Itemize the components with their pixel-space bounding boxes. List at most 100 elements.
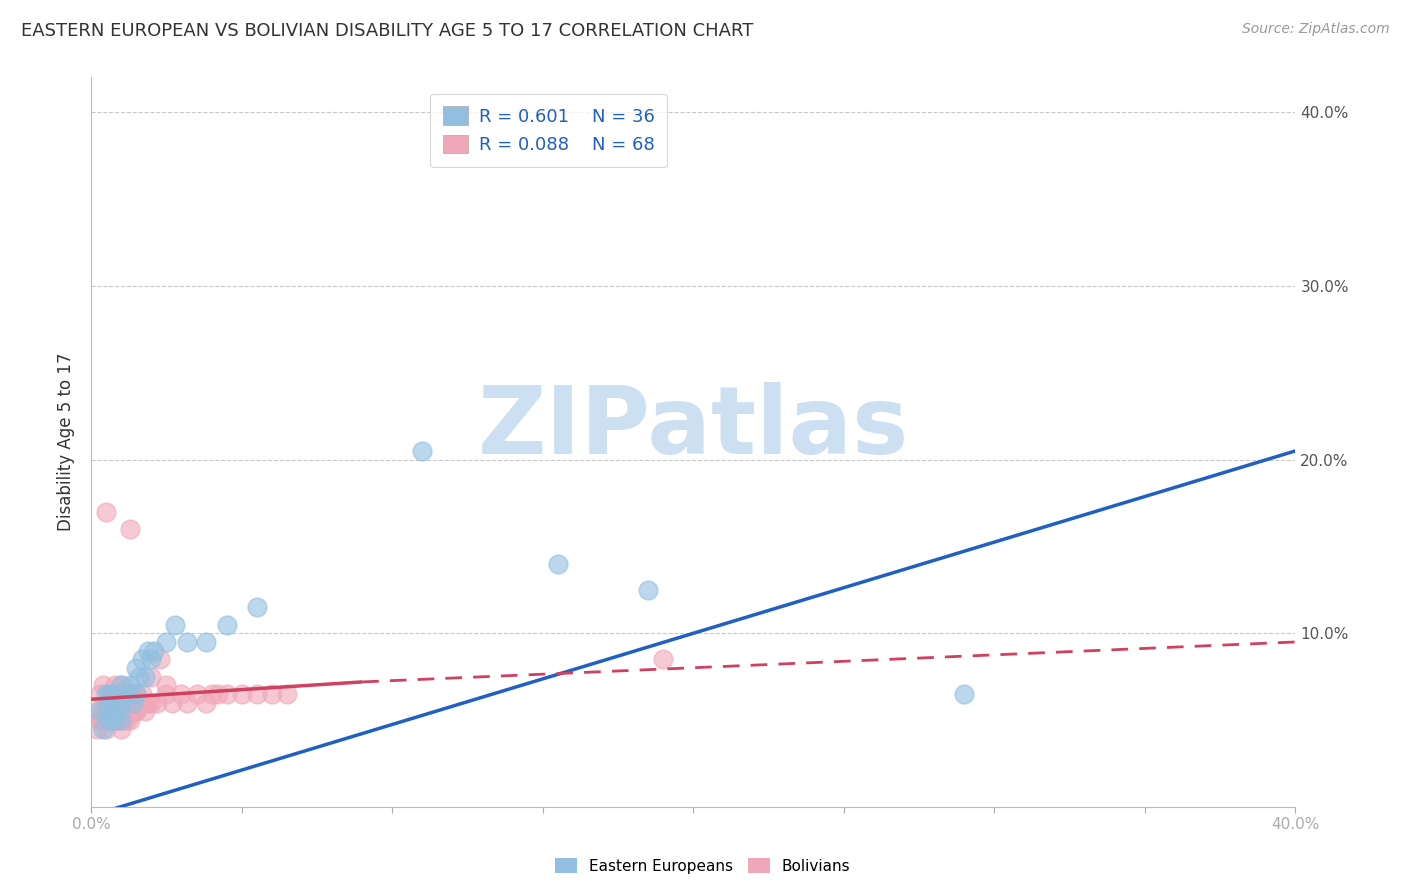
Point bbox=[122, 696, 145, 710]
Point bbox=[91, 722, 114, 736]
Point bbox=[110, 713, 132, 727]
Point bbox=[98, 687, 121, 701]
Point bbox=[101, 705, 124, 719]
Point bbox=[120, 687, 142, 701]
Point bbox=[131, 687, 153, 701]
Point bbox=[117, 687, 139, 701]
Y-axis label: Disability Age 5 to 17: Disability Age 5 to 17 bbox=[58, 353, 75, 532]
Point bbox=[107, 713, 129, 727]
Point bbox=[98, 687, 121, 701]
Point bbox=[138, 696, 160, 710]
Point bbox=[89, 705, 111, 719]
Point bbox=[652, 652, 675, 666]
Point bbox=[89, 713, 111, 727]
Point bbox=[125, 705, 148, 719]
Point bbox=[122, 705, 145, 719]
Point bbox=[125, 687, 148, 701]
Point bbox=[110, 696, 132, 710]
Point bbox=[86, 722, 108, 736]
Point bbox=[101, 687, 124, 701]
Point bbox=[110, 678, 132, 692]
Point bbox=[215, 687, 238, 701]
Point bbox=[411, 443, 433, 458]
Point bbox=[112, 687, 135, 701]
Point bbox=[101, 687, 124, 701]
Point bbox=[138, 643, 160, 657]
Point bbox=[120, 705, 142, 719]
Point bbox=[125, 705, 148, 719]
Point bbox=[96, 722, 118, 736]
Point bbox=[246, 600, 269, 615]
Point bbox=[112, 705, 135, 719]
Point bbox=[215, 617, 238, 632]
Point bbox=[96, 713, 118, 727]
Point bbox=[128, 670, 150, 684]
Point bbox=[165, 617, 187, 632]
Point bbox=[98, 713, 121, 727]
Point bbox=[246, 687, 269, 701]
Point bbox=[104, 713, 127, 727]
Point bbox=[104, 713, 127, 727]
Point bbox=[547, 557, 569, 571]
Point bbox=[186, 687, 208, 701]
Point bbox=[91, 705, 114, 719]
Point bbox=[134, 696, 156, 710]
Point bbox=[194, 635, 217, 649]
Point bbox=[110, 678, 132, 692]
Point bbox=[117, 713, 139, 727]
Point bbox=[91, 713, 114, 727]
Text: EASTERN EUROPEAN VS BOLIVIAN DISABILITY AGE 5 TO 17 CORRELATION CHART: EASTERN EUROPEAN VS BOLIVIAN DISABILITY … bbox=[21, 22, 754, 40]
Point bbox=[637, 582, 659, 597]
Point bbox=[134, 670, 156, 684]
Point bbox=[176, 696, 198, 710]
Point bbox=[260, 687, 283, 701]
Point bbox=[110, 696, 132, 710]
Point bbox=[155, 635, 177, 649]
Point bbox=[91, 678, 114, 692]
Point bbox=[112, 713, 135, 727]
Point bbox=[953, 687, 976, 701]
Point bbox=[200, 687, 222, 701]
Point bbox=[120, 713, 142, 727]
Point bbox=[207, 687, 229, 701]
Point bbox=[107, 705, 129, 719]
Point bbox=[96, 696, 118, 710]
Point bbox=[86, 705, 108, 719]
Point bbox=[101, 705, 124, 719]
Point bbox=[117, 687, 139, 701]
Point bbox=[120, 522, 142, 536]
Point bbox=[176, 635, 198, 649]
Point bbox=[89, 687, 111, 701]
Point bbox=[134, 705, 156, 719]
Point bbox=[122, 687, 145, 701]
Point bbox=[104, 678, 127, 692]
Point bbox=[128, 696, 150, 710]
Point bbox=[104, 713, 127, 727]
Point bbox=[98, 713, 121, 727]
Point bbox=[149, 652, 172, 666]
Point bbox=[117, 705, 139, 719]
Point bbox=[96, 705, 118, 719]
Point bbox=[101, 713, 124, 727]
Point bbox=[96, 687, 118, 701]
Point bbox=[170, 687, 193, 701]
Point bbox=[131, 652, 153, 666]
Point bbox=[104, 696, 127, 710]
Point bbox=[120, 678, 142, 692]
Point bbox=[89, 713, 111, 727]
Point bbox=[141, 670, 163, 684]
Point bbox=[96, 505, 118, 519]
Legend: Eastern Europeans, Bolivians: Eastern Europeans, Bolivians bbox=[550, 852, 856, 880]
Point bbox=[125, 687, 148, 701]
Point bbox=[231, 687, 253, 701]
Point bbox=[110, 722, 132, 736]
Text: ZIPatlas: ZIPatlas bbox=[478, 382, 910, 474]
Point bbox=[141, 696, 163, 710]
Point bbox=[194, 696, 217, 710]
Point bbox=[146, 696, 169, 710]
Text: Source: ZipAtlas.com: Source: ZipAtlas.com bbox=[1241, 22, 1389, 37]
Point bbox=[107, 705, 129, 719]
Legend: R = 0.601    N = 36, R = 0.088    N = 68: R = 0.601 N = 36, R = 0.088 N = 68 bbox=[430, 94, 668, 167]
Point bbox=[155, 687, 177, 701]
Point bbox=[110, 713, 132, 727]
